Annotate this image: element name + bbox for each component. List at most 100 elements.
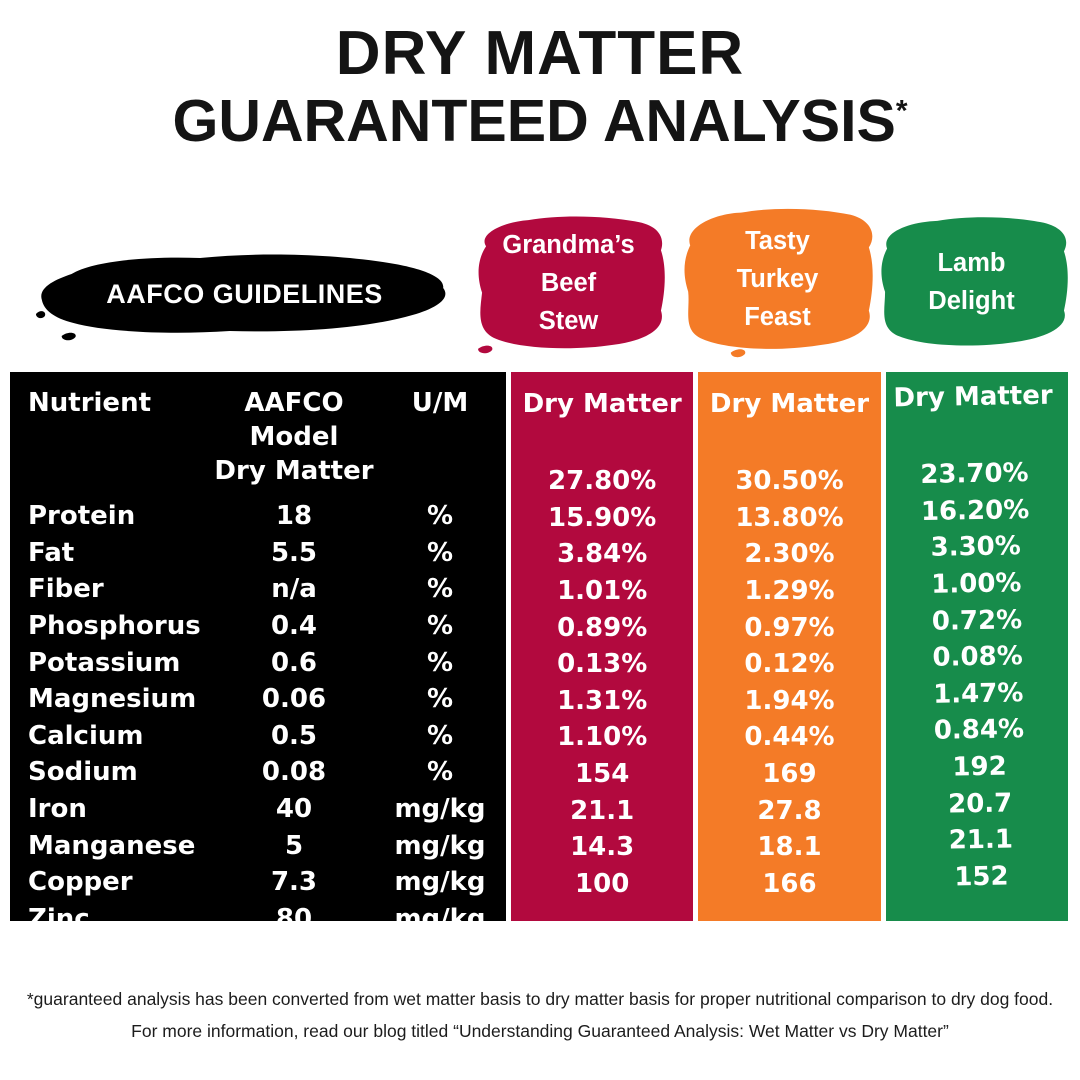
title-line-1: DRY MATTER	[335, 19, 745, 88]
cell-product-value: 2.30%	[744, 539, 835, 570]
product-name-line: Lamb	[937, 249, 1006, 277]
cell-unit: %	[426, 501, 454, 532]
brush-stroke-crimson-icon	[478, 216, 665, 354]
cell-nutrient: Protein	[28, 501, 136, 532]
cell-nutrient: Potassium	[28, 647, 181, 678]
cell-product-value: 0.08%	[931, 641, 1023, 674]
product-column-beef: Dry Matter 27.80% 15.90% 3.84% 1.01% 0.89% 0.…	[511, 372, 694, 921]
product-column-header: Dry Matter	[892, 380, 1053, 414]
cell-unit: %	[426, 720, 454, 751]
cell-unit: mg/kg	[394, 903, 486, 934]
cell-unit: %	[426, 647, 454, 678]
product-column-lamb-inner: Dry Matter 23.70% 16.20% 3.30% 1.00% 0.72% 0.…	[881, 363, 1073, 896]
brush-stroke-green-icon	[881, 217, 1068, 346]
cell-product-value: 1.00%	[930, 568, 1022, 600]
title-line-2: GUARANTEED ANALYSIS*	[0, 88, 1080, 156]
cell-aafco: 0.08	[261, 757, 327, 788]
header-aafco-model-line1: AAFCO Model	[244, 388, 344, 452]
cell-product-value: 3.30%	[930, 531, 1021, 564]
product-values: 30.50% 13.80% 2.30% 1.29% 0.97% 0.12% 1.94% 0.4…	[698, 463, 880, 902]
product-values: 27.80% 15.90% 3.84% 1.01% 0.89% 0.13% 1.31% 1.1…	[511, 463, 693, 902]
cell-product-value: 0.84%	[933, 714, 1024, 747]
cell-nutrient: Zinc	[28, 903, 90, 934]
product-name-line: Feast	[744, 303, 811, 331]
cell-product-value: 13.80%	[735, 502, 844, 533]
cell-unit: mg/kg	[394, 830, 486, 861]
cell-product-value: 27.8	[757, 795, 822, 826]
header-aafco-model-line2: Dry Matter	[214, 456, 374, 486]
table-row: Fat 5.5%	[28, 535, 492, 572]
cell-unit: mg/kg	[394, 794, 486, 825]
table-row: Iron 40 mg/kg	[28, 791, 492, 828]
cell-unit: %	[426, 611, 454, 642]
cell-product-value: 1.94%	[744, 685, 835, 716]
cell-aafco: 0.06	[261, 684, 327, 715]
table-row: Manganese 5 mg/kg	[28, 827, 492, 864]
product-name-line: Delight	[928, 287, 1015, 315]
header-unit: U/M	[411, 388, 469, 418]
cell-aafco: 5	[284, 830, 304, 861]
cell-product-value: 169	[762, 759, 817, 790]
cell-product-value: 20.7	[947, 788, 1013, 820]
header-aafco-model: AAFCO Model Dry Matter	[198, 386, 390, 488]
cell-aafco: 7.3	[270, 867, 318, 898]
comparison-table: Nutrient AAFCO Model Dry Matter U/M Prot…	[10, 372, 1068, 934]
aafco-rows: Protein 18% Fat 5.5% Fiber n/a% Phosphorus 0.4%…	[28, 498, 492, 937]
cell-product-value: 1.47%	[932, 678, 1024, 710]
cell-nutrient: Fiber	[28, 574, 104, 605]
cell-product-value: 100	[575, 868, 630, 899]
cell-unit: %	[426, 684, 454, 715]
cell-unit: %	[426, 537, 454, 568]
product-name-line: Grandma’s	[502, 230, 635, 259]
cell-product-value: 27.80%	[548, 466, 657, 497]
product-column-lamb: Dry Matter 23.70% 16.20% 3.30% 1.00% 0.72% 0.…	[885, 372, 1068, 921]
table-row: Copper 7.3 mg/kg	[28, 864, 492, 901]
cell-product-value: 166	[762, 868, 817, 899]
product-name-line: Beef	[540, 268, 597, 297]
product-brush-turkey: Tasty Turkey Feast	[676, 199, 879, 359]
cell-product-value: 21.1	[948, 824, 1013, 856]
product-column-turkey-inner: Dry Matter 30.50% 13.80% 2.30% 1.29% 0.97% 0.…	[698, 372, 880, 902]
cell-product-value: 0.97%	[744, 612, 835, 643]
product-name-line: Stew	[538, 306, 599, 335]
cell-nutrient: Calcium	[28, 720, 144, 751]
cell-nutrient: Magnesium	[28, 684, 197, 715]
product-brush-lamb: Lamb Delight	[871, 207, 1072, 357]
cell-aafco: 0.6	[270, 647, 318, 678]
cell-product-value: 21.1	[570, 795, 635, 826]
cell-product-value: 0.89%	[557, 612, 648, 643]
table-row: Zinc 80 mg/kg	[28, 901, 492, 938]
product-name-line: Tasty	[745, 227, 810, 255]
cell-aafco: n/a	[271, 574, 317, 605]
cell-nutrient: Phosphorus	[28, 611, 201, 642]
title-line-2-text: GUARANTEED ANALYSIS	[172, 88, 896, 155]
aafco-table-header: Nutrient AAFCO Model Dry Matter U/M	[28, 388, 492, 488]
cell-aafco: 0.4	[270, 611, 318, 642]
cell-nutrient: Copper	[28, 867, 133, 898]
cell-nutrient: Fat	[28, 537, 75, 568]
table-row: Protein 18%	[28, 498, 492, 535]
cell-aafco: 18	[275, 501, 313, 532]
brush-stroke-black-icon	[35, 254, 446, 341]
cell-product-value: 152	[953, 861, 1009, 893]
cell-product-value: 18.1	[757, 832, 822, 863]
header-nutrient: Nutrient	[28, 388, 152, 418]
cell-product-value: 15.90%	[548, 502, 657, 533]
table-row: Calcium 0.5%	[28, 718, 492, 755]
product-column-turkey: Dry Matter 30.50% 13.80% 2.30% 1.29% 0.97% 0.…	[698, 372, 881, 921]
cell-aafco: 80	[275, 903, 313, 934]
product-column-beef-inner: Dry Matter 27.80% 15.90% 3.84% 1.01% 0.89% 0.…	[511, 372, 693, 902]
product-name-beef: Grandma’s Beef Stew	[468, 206, 669, 359]
cell-aafco: 0.5	[270, 720, 318, 751]
footnote: *guaranteed analysis has been converted …	[26, 989, 1054, 1041]
cell-product-value: 1.10%	[557, 722, 648, 753]
product-name-line: Turkey	[736, 265, 819, 293]
aafco-guidelines-panel: Nutrient AAFCO Model Dry Matter U/M Prot…	[10, 372, 506, 934]
cell-product-value: 0.44%	[744, 722, 835, 753]
aafco-guidelines-label: AAFCO GUIDELINES	[106, 278, 383, 309]
table-row: Potassium 0.6%	[28, 644, 492, 681]
cell-product-value: 0.13%	[557, 649, 648, 680]
cell-product-value: 14.3	[570, 832, 635, 863]
cell-product-value: 192	[951, 751, 1007, 783]
table-row: Phosphorus 0.4%	[28, 608, 492, 645]
